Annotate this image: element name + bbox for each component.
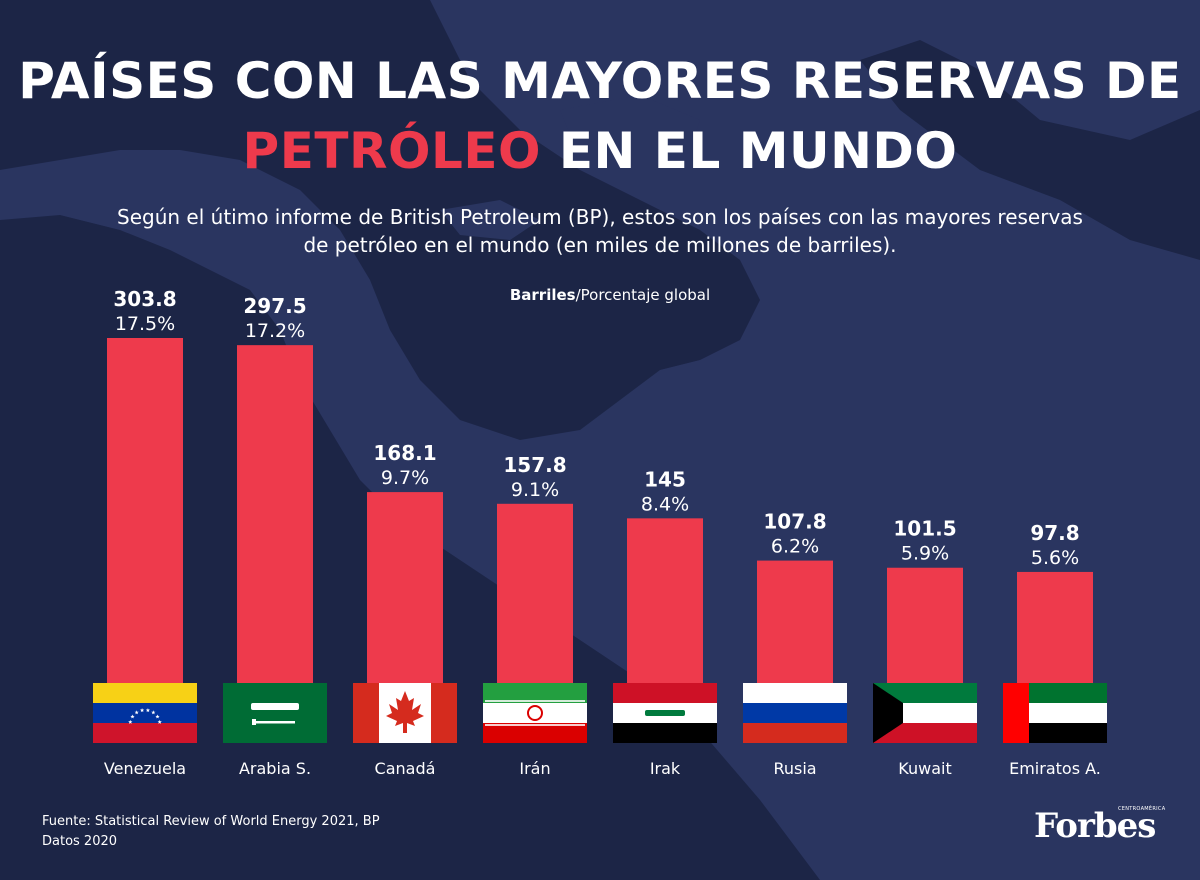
star-icon (140, 708, 145, 713)
category-label: Kuwait (898, 759, 951, 778)
legend-bold: Barriles (509, 286, 576, 304)
bar-value-label: 157.8 (503, 453, 566, 477)
category-label: Irak (650, 759, 681, 778)
star-icon (151, 710, 156, 715)
bar (887, 567, 963, 683)
bar (627, 518, 703, 683)
sword-icon (255, 721, 295, 724)
star-icon (157, 719, 162, 724)
forbes-logo-subtitle: CENTROAMÉRICA (1118, 806, 1166, 812)
title-rest: EN EL MUNDO (540, 122, 958, 180)
canada-flag-part (353, 683, 379, 743)
venezuela-flag-part (93, 703, 197, 723)
iran-flag-part (483, 723, 587, 743)
kuwait-trapezoid (873, 683, 903, 743)
legend-rest: /Porcentaje global (575, 286, 711, 304)
bar-percent-label: 17.2% (245, 320, 305, 342)
bar-value-label: 168.1 (373, 441, 436, 465)
script-mark (645, 710, 685, 716)
iran-flag-part (483, 703, 587, 723)
sword-hilt (252, 719, 256, 725)
saudi-arabia-flag-part (223, 683, 327, 743)
bar-percent-label: 9.1% (511, 479, 559, 501)
venezuela-flag-part (93, 723, 197, 743)
venezuela-flag-part (93, 683, 197, 703)
bar-value-label: 97.8 (1030, 521, 1079, 545)
bar-percent-label: 5.9% (901, 543, 949, 565)
inscription-band (485, 700, 585, 702)
uae-flag (1003, 683, 1107, 743)
title-line-1: PAÍSES CON LAS MAYORES RESERVAS DE (18, 52, 1182, 110)
canada-flag (353, 683, 457, 743)
iraq-flag (613, 683, 717, 743)
inscription-band (485, 724, 585, 726)
bar-value-label: 145 (644, 467, 686, 491)
canada-flag-part (431, 683, 457, 743)
bar-percent-label: 9.7% (381, 467, 429, 489)
russia-flag-part (743, 683, 847, 703)
star-icon (145, 708, 150, 713)
russia-flag-part (743, 723, 847, 743)
bar-percent-label: 17.5% (115, 313, 175, 335)
bar (367, 492, 443, 683)
saudi-arabia-flag (223, 683, 327, 743)
star-icon (128, 719, 133, 724)
bar-value-label: 303.8 (113, 287, 176, 311)
subtitle-line-1: Según el útimo informe de British Petrol… (117, 205, 1083, 229)
kuwait-flag-part (873, 683, 977, 703)
category-label: Canadá (375, 759, 436, 778)
iraq-flag-part (613, 683, 717, 703)
subtitle-line-2: de petróleo en el mundo (en miles de mil… (303, 233, 897, 257)
bar-value-label: 101.5 (893, 517, 956, 541)
title-line-2: PETRÓLEO EN EL MUNDO (0, 122, 1200, 180)
bar-percent-label: 6.2% (771, 536, 819, 558)
bar (237, 345, 313, 683)
uae-flag-part (1003, 683, 1029, 743)
script-mark (251, 703, 299, 710)
star-icon (134, 710, 139, 715)
venezuela-flag (93, 683, 197, 743)
iran-flag (483, 683, 587, 743)
bar (757, 560, 833, 683)
kuwait-flag-part (873, 723, 977, 743)
bar-value-label: 297.5 (243, 294, 306, 318)
legend-note: Barriles/Porcentaje global (0, 286, 1200, 304)
category-label: Rusia (773, 759, 816, 778)
emblem-icon (527, 705, 543, 721)
maple-leaf-icon (386, 691, 424, 733)
russia-flag-part (743, 703, 847, 723)
star-icon (155, 714, 160, 719)
iraq-flag-part (613, 723, 717, 743)
map-island (560, 95, 700, 150)
source-note: Fuente: Statistical Review of World Ener… (42, 814, 380, 829)
map-island (440, 200, 540, 240)
category-label: Emiratos A. (1009, 759, 1101, 778)
bar-percent-label: 5.6% (1031, 547, 1079, 569)
kuwait-flag (873, 683, 977, 743)
bar-value-label: 107.8 (763, 510, 826, 534)
iran-flag-part (483, 683, 587, 703)
category-label: Venezuela (104, 759, 186, 778)
bar (1017, 571, 1093, 683)
title-accent-word: PETRÓLEO (242, 122, 541, 180)
russia-flag (743, 683, 847, 743)
bar (107, 338, 183, 683)
category-label: Arabia S. (239, 759, 311, 778)
data-year-note: Datos 2020 (42, 834, 118, 849)
bar (497, 503, 573, 683)
forbes-logo: Forbes (1034, 806, 1156, 846)
bar-percent-label: 8.4% (641, 493, 689, 515)
category-label: Irán (519, 759, 550, 778)
star-icon (130, 714, 135, 719)
